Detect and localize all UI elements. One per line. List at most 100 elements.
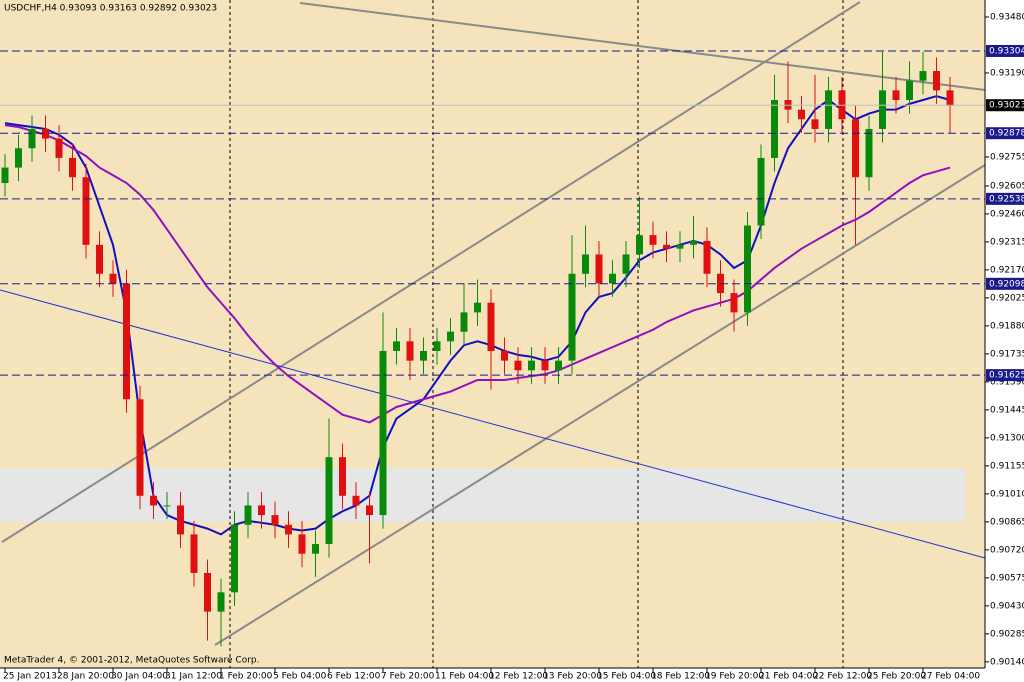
candle-body [393,341,400,351]
price-axis [985,0,1024,682]
candle-body [487,302,495,351]
zone-rectangle [0,468,965,522]
current-price-label: 0.93023 [989,101,1024,111]
candle-body [771,100,778,158]
x-tick-label: 30 Jan 04:00 [111,672,168,682]
x-tick-label: 25 Jan 2013 [3,672,57,682]
candle-body [325,457,333,545]
x-tick-label: 28 Jan 20:00 [57,672,114,682]
y-tick-label: 0.90285 [990,629,1024,639]
blue-trendline [0,289,986,559]
candle-body [811,119,819,129]
trendline [299,2,986,91]
x-tick-label: 13 Feb 20:00 [543,672,602,682]
candle-body [285,524,292,535]
candle-body [541,360,549,371]
level-label-box [986,44,1024,57]
candle-body [163,505,171,507]
level-label: 0.91625 [989,371,1024,381]
candle-body [730,293,738,313]
candle-body [150,495,157,506]
y-tick-label: 0.91590 [990,377,1024,387]
y-tick-label: 0.91735 [990,349,1024,359]
y-tick-label: 0.90430 [990,601,1024,611]
level-label: 0.92878 [989,129,1024,139]
candle-body [217,592,225,612]
y-tick-label: 0.90575 [990,573,1024,583]
candle-body [865,128,873,178]
x-tick-label: 19 Feb 20:00 [705,672,764,682]
level-label: 0.92098 [989,279,1024,289]
y-tick-label: 0.91010 [990,489,1024,499]
candle-body [96,244,103,274]
candle-body [636,235,643,255]
candle-body [460,312,468,332]
x-tick-label: 22 Feb 12:00 [813,672,872,682]
candle-body [703,240,711,274]
candle-body [609,273,616,284]
candle-body [82,177,90,245]
candle-body [420,350,427,361]
level-label: 0.93304 [989,46,1024,56]
candle-body [879,90,886,129]
x-tick-label: 1 Feb 20:00 [219,672,273,682]
y-tick-label: 0.92605 [990,181,1024,191]
candle-body [555,360,562,371]
candle-body [825,90,832,129]
y-tick-label: 0.93190 [990,68,1024,78]
candle-body [892,90,900,101]
y-tick-label: 0.92025 [990,293,1024,303]
candle-body [15,148,22,168]
level-label: 0.92538 [989,194,1024,204]
y-tick-label: 0.93480 [990,12,1024,22]
current-price-box [986,99,1024,112]
y-tick-label: 0.90865 [990,517,1024,527]
marks [0,50,985,647]
candle-body [42,128,49,139]
candle-body [123,283,130,400]
y-tick-label: 0.92315 [990,237,1024,247]
candle-body [55,138,63,158]
x-tick-label: 15 Feb 04:00 [597,672,656,682]
copyright: MetaTrader 4, © 2001-2012, MetaQuotes So… [4,656,260,666]
x-tick-label: 18 Feb 12:00 [651,672,710,682]
candle-body [231,524,238,593]
candle-body [1,167,9,184]
channel-bottom [214,164,986,646]
candle-body [447,331,454,342]
chart-title: USDCHF,H4 0.93093 0.93163 0.92892 0.9302… [4,4,217,14]
moving-average [4,124,951,424]
y-tick-label: 0.91445 [990,405,1024,415]
candle-body [109,273,117,284]
candle-body [649,235,657,245]
candle-body [744,225,751,313]
x-tick-label: 12 Feb 12:00 [489,672,548,682]
candle-body [366,505,373,516]
candle-body [312,544,319,554]
x-tick-label: 11 Feb 04:00 [435,672,494,682]
y-tick-label: 0.91300 [990,433,1024,443]
x-tick-label: 27 Feb 04:00 [921,672,980,682]
candle-body [568,273,576,361]
level-label-box [986,192,1024,205]
candle-body [379,350,387,516]
candle-body [204,573,211,612]
candle-body [690,240,697,245]
candle-body [433,341,441,351]
candle-body [339,457,346,496]
level-label-box [986,127,1024,140]
candle-body [798,109,805,120]
x-tick-label: 7 Feb 20:00 [381,672,435,682]
moving-average [4,95,951,536]
y-tick-label: 0.92755 [990,152,1024,162]
candle-body [271,515,279,525]
candle-body [298,534,306,554]
candle-body [136,399,144,496]
candle-body [352,495,360,506]
candle-body [514,360,522,371]
x-tick-label: 25 Feb 20:00 [867,672,926,682]
candle-body [919,71,927,81]
y-tick-label: 0.90140 [990,657,1024,667]
